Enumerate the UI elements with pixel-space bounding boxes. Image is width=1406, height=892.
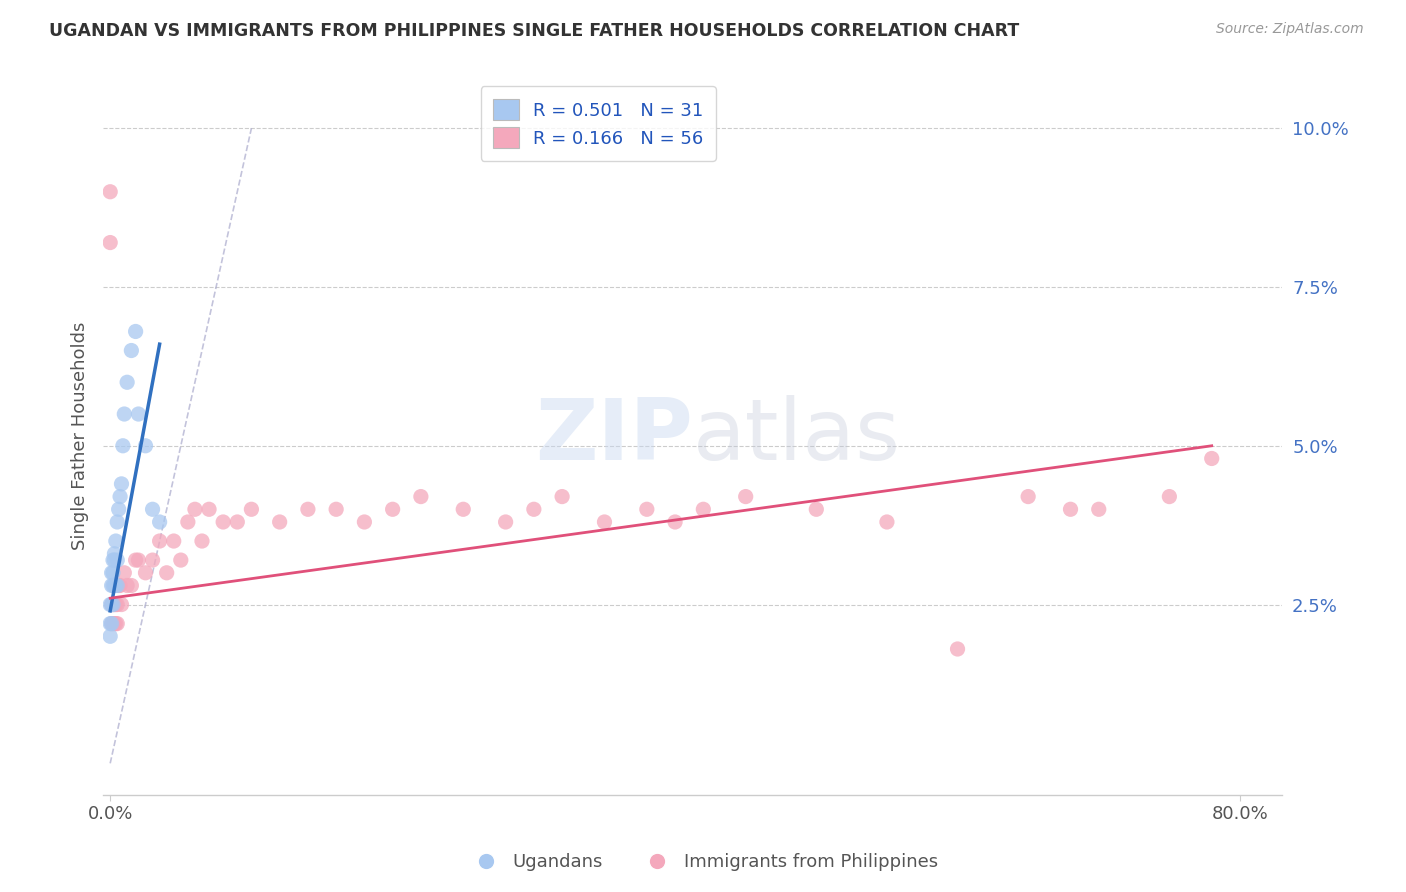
Point xyxy=(184,502,207,516)
Point xyxy=(111,439,134,453)
Legend: R = 0.501   N = 31, R = 0.166   N = 56: R = 0.501 N = 31, R = 0.166 N = 56 xyxy=(481,87,716,161)
Point xyxy=(523,502,546,516)
Point xyxy=(100,616,122,631)
Point xyxy=(101,566,124,580)
Point xyxy=(101,598,124,612)
Point xyxy=(692,502,714,516)
Point xyxy=(297,502,319,516)
Point xyxy=(127,553,149,567)
Point xyxy=(105,616,128,631)
Point xyxy=(551,490,574,504)
Point xyxy=(212,515,235,529)
Point xyxy=(163,534,186,549)
Point xyxy=(107,502,129,516)
Point xyxy=(103,598,125,612)
Point xyxy=(105,578,128,592)
Point xyxy=(149,534,172,549)
Point xyxy=(170,553,193,567)
Point xyxy=(127,407,149,421)
Point xyxy=(101,578,124,592)
Text: atlas: atlas xyxy=(693,395,901,478)
Point xyxy=(103,578,125,592)
Point xyxy=(100,566,122,580)
Point xyxy=(105,515,128,529)
Point xyxy=(664,515,686,529)
Point xyxy=(98,235,121,250)
Point xyxy=(104,578,127,592)
Point xyxy=(946,642,969,657)
Point xyxy=(105,553,128,567)
Point xyxy=(112,566,135,580)
Point xyxy=(134,566,156,580)
Point xyxy=(1159,490,1181,504)
Point xyxy=(100,578,122,592)
Point xyxy=(1201,451,1223,466)
Point xyxy=(98,598,121,612)
Point xyxy=(191,534,214,549)
Point xyxy=(409,490,432,504)
Point xyxy=(108,490,131,504)
Point xyxy=(108,578,131,592)
Point xyxy=(103,616,125,631)
Point xyxy=(103,553,125,567)
Point xyxy=(101,553,124,567)
Point xyxy=(112,407,135,421)
Point xyxy=(226,515,249,529)
Legend: Ugandans, Immigrants from Philippines: Ugandans, Immigrants from Philippines xyxy=(460,847,946,879)
Point xyxy=(325,502,347,516)
Point xyxy=(142,553,165,567)
Point xyxy=(98,185,121,199)
Point xyxy=(124,325,146,339)
Point xyxy=(876,515,898,529)
Point xyxy=(110,598,132,612)
Point xyxy=(98,616,121,631)
Point xyxy=(124,553,146,567)
Text: Source: ZipAtlas.com: Source: ZipAtlas.com xyxy=(1216,22,1364,37)
Point xyxy=(100,598,122,612)
Point xyxy=(451,502,474,516)
Point xyxy=(120,578,142,592)
Point xyxy=(98,629,121,643)
Point xyxy=(353,515,375,529)
Point xyxy=(134,439,156,453)
Point xyxy=(149,515,172,529)
Point xyxy=(381,502,404,516)
Text: UGANDAN VS IMMIGRANTS FROM PHILIPPINES SINGLE FATHER HOUSEHOLDS CORRELATION CHAR: UGANDAN VS IMMIGRANTS FROM PHILIPPINES S… xyxy=(49,22,1019,40)
Point xyxy=(1087,502,1109,516)
Point xyxy=(103,547,125,561)
Point xyxy=(101,598,124,612)
Point xyxy=(177,515,200,529)
Point xyxy=(101,616,124,631)
Point xyxy=(100,616,122,631)
Point xyxy=(120,343,142,358)
Point xyxy=(110,476,132,491)
Point xyxy=(636,502,658,516)
Point xyxy=(104,598,127,612)
Y-axis label: Single Father Households: Single Father Households xyxy=(72,322,89,550)
Point xyxy=(734,490,756,504)
Point xyxy=(593,515,616,529)
Point xyxy=(142,502,165,516)
Point xyxy=(100,598,122,612)
Text: ZIP: ZIP xyxy=(536,395,693,478)
Point xyxy=(1017,490,1039,504)
Point xyxy=(104,616,127,631)
Point xyxy=(107,578,129,592)
Point xyxy=(198,502,221,516)
Point xyxy=(104,534,127,549)
Point xyxy=(156,566,179,580)
Point xyxy=(115,578,138,592)
Point xyxy=(806,502,828,516)
Point xyxy=(115,376,138,390)
Point xyxy=(269,515,291,529)
Point xyxy=(1059,502,1081,516)
Point xyxy=(495,515,517,529)
Point xyxy=(105,598,128,612)
Point xyxy=(240,502,263,516)
